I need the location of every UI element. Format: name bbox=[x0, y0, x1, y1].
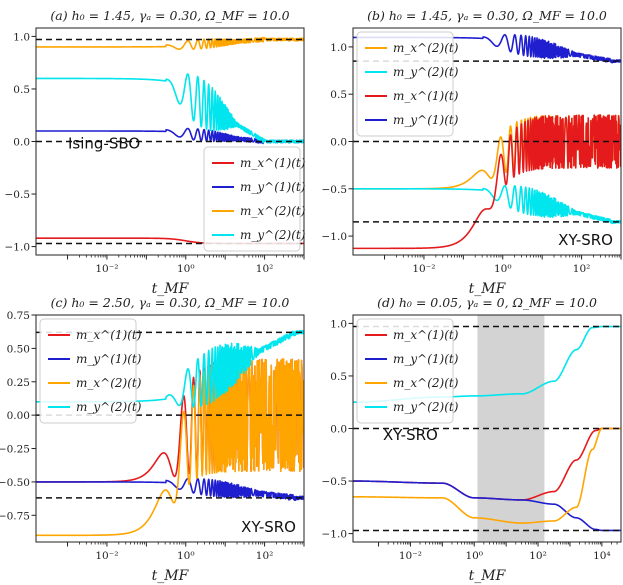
panel-b-x-tick-label: 10⁻² bbox=[412, 263, 435, 275]
panel-b-series-line-2 bbox=[353, 184, 621, 225]
panel-d-y-tick-label: 0.0 bbox=[330, 424, 347, 436]
panel-b-legend-label-4: m_y^(1)(t) bbox=[393, 113, 459, 127]
panel-a-y-tick-label: 0.5 bbox=[13, 84, 30, 96]
panel-b-x-axis-label: t_MF bbox=[469, 281, 507, 297]
panel-a-legend-box bbox=[203, 146, 301, 252]
panel-b-annotation: XY-SRO bbox=[558, 231, 613, 249]
panel-b-y-tick-label: −1.0 bbox=[322, 231, 348, 243]
panel-d-legend-label-1: m_x^(1)(t) bbox=[393, 328, 459, 342]
panel-b-title: (b) h₀ = 1.45, γₐ = 0.30, Ω_MF = 10.0 bbox=[367, 8, 607, 23]
panel-c-legend-label-2: m_y^(1)(t) bbox=[76, 352, 142, 366]
panel-c-x-axis-label: t_MF bbox=[152, 568, 190, 584]
panel-d-y-tick-label: 1.0 bbox=[330, 318, 347, 330]
panel-d-x-tick-label: 10⁴ bbox=[593, 550, 611, 562]
panel-b-series-line-3 bbox=[353, 114, 621, 250]
panel-a-annotation: Ising-SBO bbox=[68, 134, 140, 152]
panel-a-y-tick-label: 1.0 bbox=[13, 31, 30, 43]
panel-c: 10⁻² 10⁰ 10² 0.75 0.50 0.25 0.00 −0.25 −0.50 −0.7… bbox=[0, 295, 305, 584]
panel-a-series-line-3 bbox=[36, 36, 304, 50]
panel-c-y-tick-label: −0.50 bbox=[0, 477, 30, 489]
panel-a-y-tick-label: −1.0 bbox=[5, 242, 31, 254]
panel-c-y-tick-label: 0.50 bbox=[7, 343, 30, 355]
panel-d-annotation: XY-SRO bbox=[383, 426, 438, 444]
panel-c-y-tick-label: −0.75 bbox=[0, 510, 30, 522]
panel-a-legend: m_x^(1)(t) m_y^(1)(t) m_x^(2)(t) m_y^(2)(t) bbox=[203, 146, 306, 252]
panel-d-x-tick-label: 10⁰ bbox=[465, 550, 483, 562]
panel-b-legend-label-1: m_x^(2)(t) bbox=[393, 41, 459, 55]
panel-d-y-tick-label: 0.5 bbox=[330, 371, 347, 383]
panel-c-y-tick-label: 0.25 bbox=[7, 377, 30, 389]
panel-d-x-tick-label: 10² bbox=[529, 550, 547, 562]
panel-d-y-tick-label: −0.5 bbox=[322, 476, 348, 488]
panel-a-x-tick-label: 10⁰ bbox=[177, 263, 195, 275]
panel-a-legend-label-3: m_x^(2)(t) bbox=[240, 204, 306, 218]
panel-c-plot-area bbox=[36, 329, 304, 537]
panel-a-x-tick-label: 10⁻² bbox=[95, 263, 118, 275]
panel-a-legend-label-4: m_y^(2)(t) bbox=[240, 228, 306, 242]
panel-c-legend-label-4: m_y^(2)(t) bbox=[76, 400, 142, 414]
panel-a-y-tick-label: −0.5 bbox=[5, 189, 31, 201]
panel-c-series-line-3 bbox=[36, 358, 304, 537]
panel-a-y-tick-label: 0.0 bbox=[13, 137, 30, 149]
panel-c-y-tick-label: 0.75 bbox=[7, 310, 30, 322]
panel-b-legend-box bbox=[356, 31, 454, 137]
panel-a-x-axis-label: t_MF bbox=[152, 281, 190, 297]
panel-b-legend-label-2: m_y^(2)(t) bbox=[393, 65, 459, 79]
panel-d-x-tick-label: 10⁻² bbox=[399, 550, 422, 562]
panel-d: 10⁻² 10⁰ 10² 10⁴ 1.0 0.5 0.0 −0.5 −1.0 (d) h₀ = 0… bbox=[322, 295, 622, 584]
panel-a-title: (a) h₀ = 1.45, γₐ = 0.30, Ω_MF = 10.0 bbox=[50, 8, 289, 23]
panel-a: 10⁻² 10⁰ 10² 1.0 0.5 0.0 −0.5 −1.0 (a) h₀ = 1.45… bbox=[5, 8, 306, 297]
panel-b-x-tick-label: 10² bbox=[573, 263, 591, 275]
panel-b-legend-label-3: m_x^(1)(t) bbox=[393, 89, 459, 103]
panel-b-y-tick-label: 0.5 bbox=[330, 89, 347, 101]
panel-c-series-line-2 bbox=[36, 477, 304, 502]
panel-a-x-tick-label: 10² bbox=[256, 263, 274, 275]
panel-d-legend-label-3: m_x^(2)(t) bbox=[393, 376, 459, 390]
panel-c-annotation: XY-SRO bbox=[241, 518, 296, 536]
panel-d-legend: m_x^(1)(t) m_y^(1)(t) m_x^(2)(t) m_y^(2)(t) bbox=[356, 318, 459, 424]
panel-b-y-tick-label: 0.0 bbox=[330, 137, 347, 149]
panel-d-series-line-3 bbox=[353, 427, 621, 524]
panel-b-plot-area bbox=[353, 33, 621, 250]
panel-b-legend: m_x^(2)(t) m_y^(2)(t) m_x^(1)(t) m_y^(1)(t) bbox=[356, 31, 459, 137]
panel-d-y-tick-label: −1.0 bbox=[322, 529, 348, 541]
panel-b-y-tick-label: 1.0 bbox=[330, 42, 347, 54]
panel-d-legend-box bbox=[356, 318, 454, 424]
panel-a-legend-label-1: m_x^(1)(t) bbox=[240, 156, 306, 170]
panel-d-legend-label-4: m_y^(2)(t) bbox=[393, 400, 459, 414]
panel-c-legend-label-3: m_x^(2)(t) bbox=[76, 376, 142, 390]
panel-c-x-tick-label: 10² bbox=[256, 550, 274, 562]
panel-d-x-axis-label: t_MF bbox=[469, 568, 507, 584]
panel-d-legend-label-2: m_y^(1)(t) bbox=[393, 352, 459, 366]
panel-c-y-tick-label: 0.00 bbox=[7, 410, 30, 422]
panel-c-legend: m_x^(1)(t) m_y^(1)(t) m_x^(2)(t) m_y^(2)(t) bbox=[39, 318, 142, 424]
panel-c-title: (c) h₀ = 2.50, γₐ = 0.30, Ω_MF = 10.0 bbox=[51, 295, 290, 310]
panel-c-x-tick-label: 10⁰ bbox=[177, 550, 195, 562]
panel-c-y-tick-label: −0.25 bbox=[0, 444, 30, 456]
panel-a-series-line-4 bbox=[36, 73, 304, 144]
panel-c-legend-label-1: m_x^(1)(t) bbox=[76, 328, 142, 342]
panel-b-y-tick-label: −0.5 bbox=[322, 184, 348, 196]
panel-a-legend-label-2: m_y^(1)(t) bbox=[240, 180, 306, 194]
panel-b-x-tick-label: 10⁰ bbox=[494, 263, 512, 275]
panel-c-x-tick-label: 10⁻² bbox=[95, 550, 118, 562]
panel-d-series-line-2 bbox=[353, 480, 621, 532]
panel-c-legend-box bbox=[39, 318, 137, 424]
panel-b: 10⁻² 10⁰ 10² 1.0 0.5 0.0 −0.5 −1.0 (b) h₀ = 1.45… bbox=[322, 8, 622, 297]
panel-d-title: (d) h₀ = 0.05, γₐ = 0, Ω_MF = 10.0 bbox=[377, 295, 597, 310]
